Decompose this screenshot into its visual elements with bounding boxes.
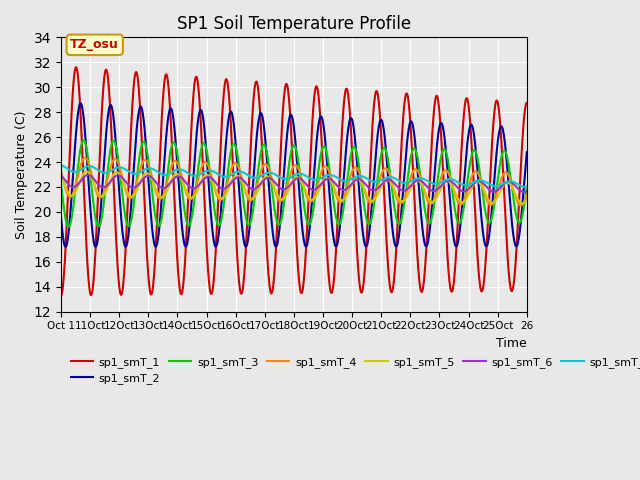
sp1_smT_4: [57, 168, 65, 174]
sp1_smT_4: [378, 172, 385, 178]
Legend: sp1_smT_1, sp1_smT_2, sp1_smT_3, sp1_smT_4, sp1_smT_5, sp1_smT_6, sp1_smT_7: sp1_smT_1, sp1_smT_2, sp1_smT_3, sp1_smT…: [67, 352, 640, 388]
sp1_smT_6: [523, 188, 531, 194]
Line: sp1_smT_7: sp1_smT_7: [61, 165, 527, 187]
sp1_smT_2: [523, 149, 531, 155]
Line: sp1_smT_2: sp1_smT_2: [61, 103, 527, 247]
sp1_smT_5: [263, 173, 271, 179]
sp1_smT_4: [246, 198, 253, 204]
sp1_smT_3: [79, 137, 87, 143]
sp1_smT_2: [246, 216, 254, 222]
sp1_smT_1: [105, 88, 113, 94]
sp1_smT_4: [421, 190, 429, 195]
sp1_smT_1: [246, 162, 253, 168]
Line: sp1_smT_1: sp1_smT_1: [61, 67, 527, 296]
sp1_smT_2: [378, 118, 386, 123]
sp1_smT_1: [523, 100, 531, 106]
sp1_smT_4: [105, 169, 113, 175]
sp1_smT_6: [84, 172, 92, 178]
sp1_smT_7: [246, 173, 253, 179]
sp1_smT_2: [421, 242, 429, 248]
sp1_smT_5: [57, 173, 65, 179]
sp1_smT_7: [420, 176, 428, 182]
sp1_smT_6: [57, 173, 65, 179]
sp1_smT_1: [429, 119, 437, 124]
X-axis label: Time: Time: [496, 337, 527, 350]
sp1_smT_5: [105, 181, 113, 187]
sp1_smT_7: [429, 180, 436, 186]
sp1_smT_5: [246, 195, 253, 201]
sp1_smT_1: [421, 269, 429, 275]
sp1_smT_3: [429, 206, 437, 212]
sp1_smT_3: [246, 220, 254, 226]
sp1_smT_6: [520, 189, 528, 195]
sp1_smT_4: [517, 203, 525, 209]
sp1_smT_7: [105, 169, 113, 175]
sp1_smT_6: [429, 188, 437, 194]
sp1_smT_4: [81, 155, 89, 161]
sp1_smT_2: [429, 183, 437, 189]
sp1_smT_2: [62, 244, 70, 250]
Text: TZ_osu: TZ_osu: [70, 38, 119, 51]
sp1_smT_1: [72, 64, 80, 70]
sp1_smT_4: [429, 199, 437, 205]
Y-axis label: Soil Temperature (C): Soil Temperature (C): [15, 110, 28, 239]
sp1_smT_3: [65, 224, 72, 230]
Title: SP1 Soil Temperature Profile: SP1 Soil Temperature Profile: [177, 15, 411, 33]
sp1_smT_6: [246, 185, 253, 191]
Line: sp1_smT_4: sp1_smT_4: [61, 158, 527, 206]
sp1_smT_6: [378, 182, 385, 188]
sp1_smT_7: [377, 178, 385, 183]
sp1_smT_2: [106, 104, 113, 109]
sp1_smT_2: [77, 100, 84, 106]
sp1_smT_4: [523, 192, 531, 197]
sp1_smT_6: [263, 175, 271, 181]
Line: sp1_smT_5: sp1_smT_5: [61, 171, 527, 204]
sp1_smT_2: [57, 214, 65, 220]
sp1_smT_5: [523, 196, 531, 202]
sp1_smT_7: [523, 184, 531, 190]
sp1_smT_6: [421, 181, 429, 187]
sp1_smT_1: [57, 293, 65, 299]
sp1_smT_1: [378, 135, 385, 141]
sp1_smT_3: [421, 208, 429, 214]
sp1_smT_4: [263, 162, 271, 168]
sp1_smT_3: [57, 180, 65, 186]
Line: sp1_smT_3: sp1_smT_3: [61, 140, 527, 227]
sp1_smT_7: [522, 184, 529, 190]
sp1_smT_6: [105, 180, 113, 186]
sp1_smT_3: [263, 151, 271, 156]
sp1_smT_3: [378, 149, 386, 155]
sp1_smT_2: [263, 160, 271, 166]
sp1_smT_3: [523, 184, 531, 190]
sp1_smT_1: [263, 243, 271, 249]
sp1_smT_5: [378, 183, 385, 189]
sp1_smT_5: [429, 199, 437, 204]
sp1_smT_7: [57, 162, 65, 168]
sp1_smT_3: [106, 153, 113, 158]
sp1_smT_5: [83, 168, 90, 174]
sp1_smT_5: [421, 188, 429, 194]
Line: sp1_smT_6: sp1_smT_6: [61, 175, 527, 192]
sp1_smT_5: [518, 201, 526, 206]
sp1_smT_7: [262, 170, 270, 176]
